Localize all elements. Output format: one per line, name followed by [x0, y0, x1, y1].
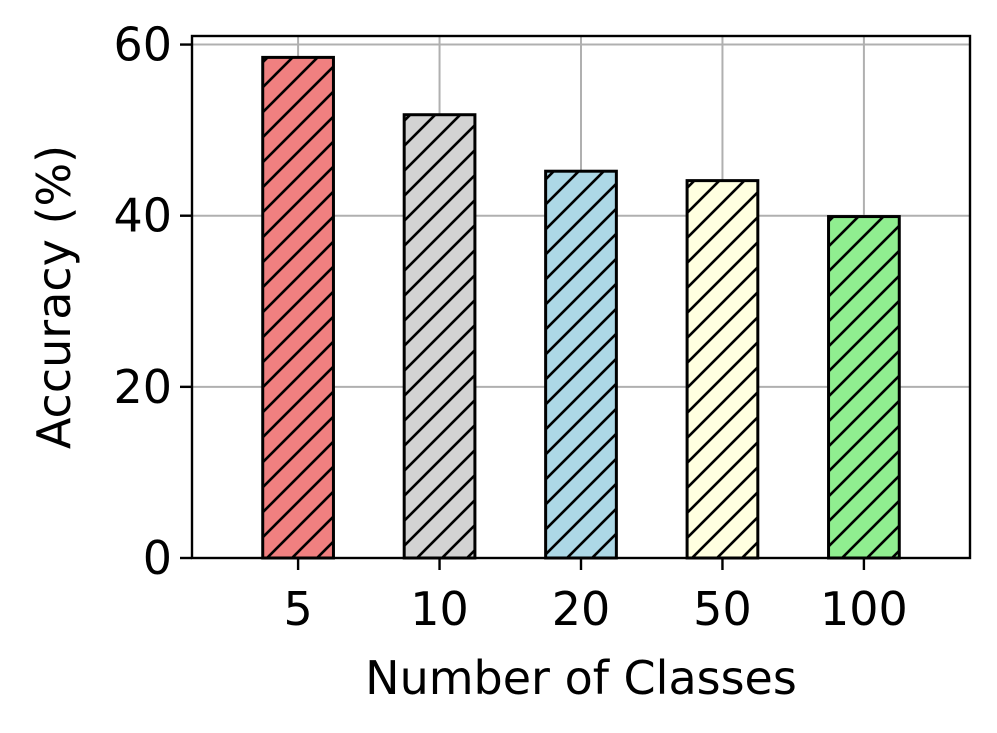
bar-10	[402, 113, 477, 560]
x-tick-label: 100	[820, 582, 908, 636]
axis-ticks: 0 20 40 60 5 10 20 50 100	[113, 18, 907, 636]
y-tick-label: 20	[113, 360, 172, 414]
x-tick-label: 5	[283, 582, 312, 636]
x-axis-label: Number of Classes	[365, 651, 797, 705]
bar-20	[544, 169, 618, 560]
bar-hatch	[687, 180, 758, 558]
bar-hatch	[828, 216, 900, 558]
y-tick-label: 0	[143, 531, 172, 585]
bars	[261, 55, 901, 560]
bar-hatch	[404, 114, 475, 558]
bar-100	[827, 215, 901, 560]
y-tick-label: 60	[113, 18, 172, 72]
x-tick-label: 20	[552, 582, 611, 636]
x-tick-label: 10	[410, 582, 469, 636]
x-tick-label: 50	[693, 582, 752, 636]
bar-50	[685, 179, 760, 560]
bar-5	[261, 55, 335, 560]
y-tick-label: 40	[113, 189, 172, 243]
y-axis-label: Accuracy (%)	[27, 145, 81, 449]
bar-hatch	[262, 57, 334, 559]
bar-hatch	[545, 171, 617, 559]
